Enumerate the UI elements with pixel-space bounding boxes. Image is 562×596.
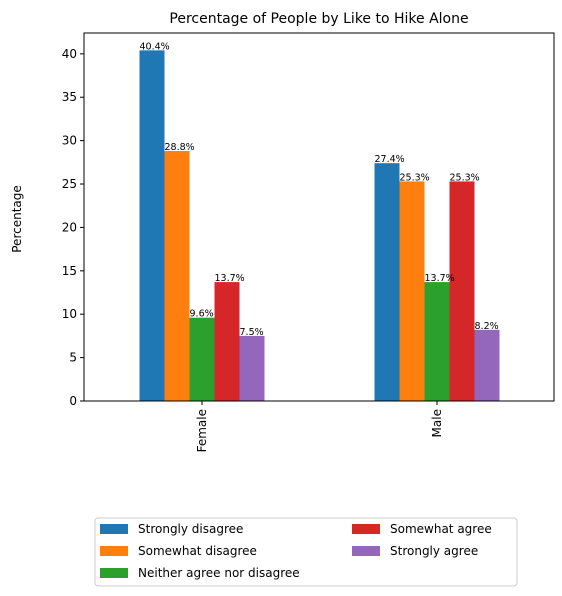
legend-entry-label: Strongly disagree [138, 522, 243, 536]
bar-value-label: 25.3% [400, 172, 430, 183]
bar [375, 163, 400, 401]
bar [215, 282, 240, 401]
legend-swatch [100, 568, 128, 578]
y-axis: 0 5 10 15 20 25 30 35 40 [62, 47, 84, 408]
x-tick-label: Female [195, 409, 209, 452]
legend-entry-label: Somewhat agree [390, 522, 492, 536]
bar [400, 181, 425, 401]
x-axis: Female Male [195, 401, 444, 452]
bar-value-label: 13.7% [425, 273, 455, 284]
y-tick-label: 5 [69, 351, 77, 365]
y-tick-label: 15 [62, 264, 77, 278]
bar [425, 282, 450, 401]
legend-swatch [100, 524, 128, 534]
y-tick-label: 20 [62, 220, 77, 234]
bar [140, 50, 165, 401]
bar-value-label: 25.3% [450, 172, 480, 183]
legend-entry-label: Neither agree nor disagree [138, 566, 300, 580]
legend: Strongly disagree Somewhat disagree Neithe… [95, 518, 517, 586]
legend-swatch [352, 524, 380, 534]
legend-swatch [100, 546, 128, 556]
bar-value-label: 13.7% [215, 273, 245, 284]
bar-value-label: 7.5% [240, 327, 264, 338]
y-axis-label: Percentage [10, 185, 24, 253]
bar [450, 181, 475, 401]
legend-swatch [352, 546, 380, 556]
y-tick-label: 0 [69, 394, 77, 408]
y-tick-label: 30 [62, 134, 77, 148]
bar [165, 151, 190, 401]
chart-title: Percentage of People by Like to Hike Alo… [169, 11, 468, 27]
legend-entry-label: Strongly agree [390, 544, 478, 558]
bar-value-label: 8.2% [475, 321, 499, 332]
y-tick-label: 35 [62, 90, 77, 104]
bar-value-label: 27.4% [375, 154, 405, 165]
y-tick-label: 25 [62, 177, 77, 191]
bar-value-label: 28.8% [165, 142, 195, 153]
bar-value-label: 40.4% [140, 41, 170, 52]
y-tick-label: 10 [62, 307, 77, 321]
bars-group [140, 50, 500, 401]
bar [240, 336, 265, 401]
y-tick-label: 40 [62, 47, 77, 61]
bar-value-label: 9.6% [190, 309, 214, 320]
bar [475, 330, 500, 401]
x-tick-label: Male [430, 409, 444, 437]
legend-entry-label: Somewhat disagree [138, 544, 257, 558]
bar [190, 318, 215, 401]
